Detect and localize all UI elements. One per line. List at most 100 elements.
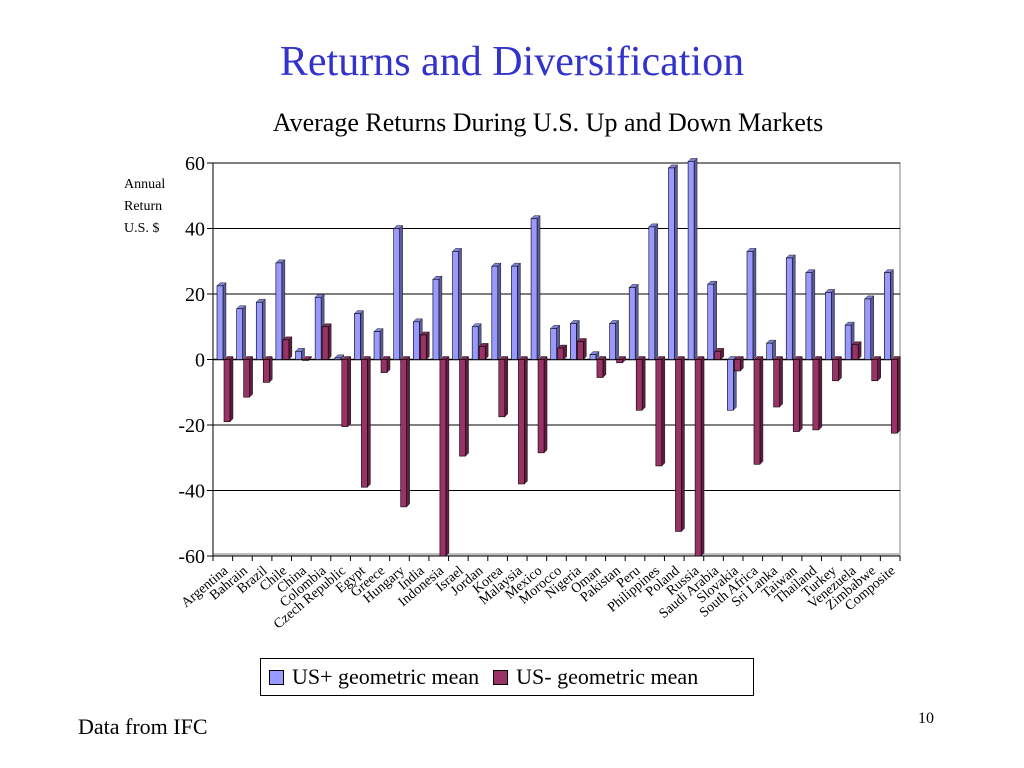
bar-us-minus xyxy=(459,359,466,457)
y-tick-label: 60 xyxy=(185,153,205,175)
y-axis-label-line: U.S. $ xyxy=(124,221,160,236)
bar-us-minus xyxy=(478,346,486,360)
y-axis-label: Annual Return U.S. $ xyxy=(124,174,204,240)
bar-side xyxy=(799,356,803,433)
bar-us-minus xyxy=(871,359,879,382)
bar-us-plus xyxy=(255,301,263,360)
bar-side xyxy=(635,283,639,360)
bar-side xyxy=(347,356,351,428)
bar-side xyxy=(831,288,835,360)
bar-side xyxy=(759,356,764,465)
legend-label: US- geometric mean xyxy=(516,664,699,689)
bar-us-plus xyxy=(884,272,891,360)
bar-us-plus xyxy=(609,323,616,360)
bar-side xyxy=(870,295,874,360)
bar-us-plus xyxy=(570,323,577,360)
bar-side xyxy=(693,157,698,360)
bar-side xyxy=(674,164,678,360)
bar-side xyxy=(458,247,462,360)
bar-us-minus xyxy=(419,334,427,360)
bar-us-plus xyxy=(766,342,773,360)
bar-side xyxy=(752,247,757,360)
bar-us-plus xyxy=(236,308,243,360)
bar-us-minus xyxy=(773,359,780,408)
bar-us-minus xyxy=(655,359,663,467)
bar-us-minus xyxy=(341,359,349,427)
bar-us-minus xyxy=(851,344,859,360)
bar-us-minus xyxy=(302,359,309,361)
bar-us-minus xyxy=(577,341,584,360)
bar-us-plus xyxy=(785,257,793,360)
legend-swatch xyxy=(269,669,284,685)
bar-us-minus xyxy=(361,359,368,488)
bar-us-plus xyxy=(452,251,459,360)
bar-side xyxy=(583,338,587,360)
bar-side xyxy=(438,275,443,360)
bar-us-plus xyxy=(844,324,852,360)
bar-side xyxy=(681,356,685,532)
bar-side xyxy=(772,339,776,360)
bar-us-minus xyxy=(557,347,564,360)
bar-side xyxy=(517,262,521,360)
bar-us-plus xyxy=(491,265,499,360)
bar-us-plus xyxy=(412,321,420,360)
bar-us-plus xyxy=(864,298,872,360)
footer-note: Data from IFC xyxy=(78,714,208,739)
bar-side xyxy=(367,356,371,488)
bar-side xyxy=(229,356,234,423)
bar-us-minus xyxy=(753,359,761,465)
bar-us-minus xyxy=(498,359,506,418)
bar-us-plus xyxy=(727,359,734,411)
bar-side xyxy=(406,356,410,508)
bar-side xyxy=(615,319,619,360)
bar-side xyxy=(242,305,246,360)
bar-us-plus xyxy=(805,272,813,360)
bar-us-plus xyxy=(530,218,538,360)
bar-us-plus xyxy=(668,167,675,360)
bar-us-minus xyxy=(537,359,545,454)
bar-side xyxy=(360,310,364,360)
bar-side xyxy=(779,356,783,408)
bar-us-minus xyxy=(635,359,643,411)
bar-side xyxy=(445,356,450,557)
bar-us-minus xyxy=(891,359,898,434)
bar-side xyxy=(465,356,469,457)
bar-side xyxy=(877,356,881,382)
bar-us-plus xyxy=(589,354,597,360)
bar-side xyxy=(700,356,705,557)
bar-side xyxy=(661,356,666,467)
legend-swatch xyxy=(493,669,509,685)
bar-side xyxy=(249,356,253,398)
bar-us-minus xyxy=(518,359,525,485)
bar-us-plus xyxy=(373,331,381,360)
bar-us-plus xyxy=(393,228,400,360)
bar-side xyxy=(426,331,430,360)
bar-side xyxy=(497,262,501,360)
bar-side xyxy=(379,328,384,360)
bar-side xyxy=(642,356,646,411)
bar-side xyxy=(890,269,894,360)
y-axis-label-line: Return xyxy=(124,199,163,214)
bar-us-plus xyxy=(216,285,224,360)
bar-side xyxy=(838,356,842,382)
bar-side xyxy=(897,356,901,434)
y-tick-label: 40 xyxy=(185,219,205,241)
bar-us-plus xyxy=(648,226,656,360)
bar-side xyxy=(811,269,816,360)
y-tick-label: -40 xyxy=(178,481,205,503)
bar-us-minus xyxy=(380,359,388,373)
y-tick-label: -20 xyxy=(178,415,205,437)
bar-side xyxy=(602,356,607,378)
bar-side xyxy=(792,254,796,360)
bar-us-plus xyxy=(550,328,557,360)
bar-us-minus xyxy=(596,359,604,378)
bar-us-minus xyxy=(321,326,329,360)
y-tick-label: 0 xyxy=(195,350,205,372)
chart-legend: US+ geometric mean US- geometric mean xyxy=(260,658,754,696)
bar-us-minus xyxy=(694,359,702,557)
bar-us-minus xyxy=(439,359,447,557)
bar-side xyxy=(543,356,548,454)
bar-side xyxy=(504,356,508,418)
bar-us-plus xyxy=(628,287,636,360)
